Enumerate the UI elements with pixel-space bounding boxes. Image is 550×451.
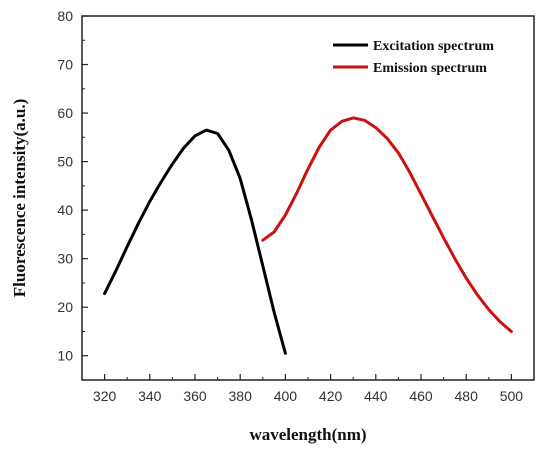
x-tick-label: 440 (364, 388, 388, 404)
legend-label: Emission spectrum (373, 61, 487, 76)
x-tick-label: 320 (93, 388, 117, 404)
x-tick-label: 340 (138, 388, 162, 404)
series-line-emission (261, 116, 513, 333)
x-tick-label: 460 (409, 388, 433, 404)
x-axis-title: wavelength(nm) (249, 425, 366, 444)
y-axis-title: Fluorescence intensity(a.u.) (10, 99, 29, 297)
x-tick-label: 380 (229, 388, 253, 404)
series-layer (103, 116, 513, 355)
y-tick-label: 70 (57, 57, 73, 73)
y-tick-label: 40 (57, 202, 73, 218)
x-axis-ticks: 320 340 360 380 400 420 440 460 480 500 (93, 374, 523, 404)
x-tick-label: 360 (183, 388, 207, 404)
x-tick-label: 500 (500, 388, 524, 404)
y-tick-label: 80 (57, 8, 73, 24)
series-line-excitation (103, 128, 287, 355)
legend: Excitation spectrum Emission spectrum (333, 39, 494, 76)
x-tick-label: 480 (455, 388, 479, 404)
y-tick-label: 20 (57, 299, 73, 315)
y-tick-label: 50 (57, 154, 73, 170)
x-tick-label: 420 (319, 388, 343, 404)
x-tick-label: 400 (274, 388, 298, 404)
y-tick-label: 30 (57, 251, 73, 267)
legend-label: Excitation spectrum (373, 39, 494, 54)
y-tick-label: 60 (57, 105, 73, 121)
y-axis-ticks: 10 20 30 40 50 60 70 80 (57, 8, 88, 364)
y-tick-label: 10 (57, 348, 73, 364)
